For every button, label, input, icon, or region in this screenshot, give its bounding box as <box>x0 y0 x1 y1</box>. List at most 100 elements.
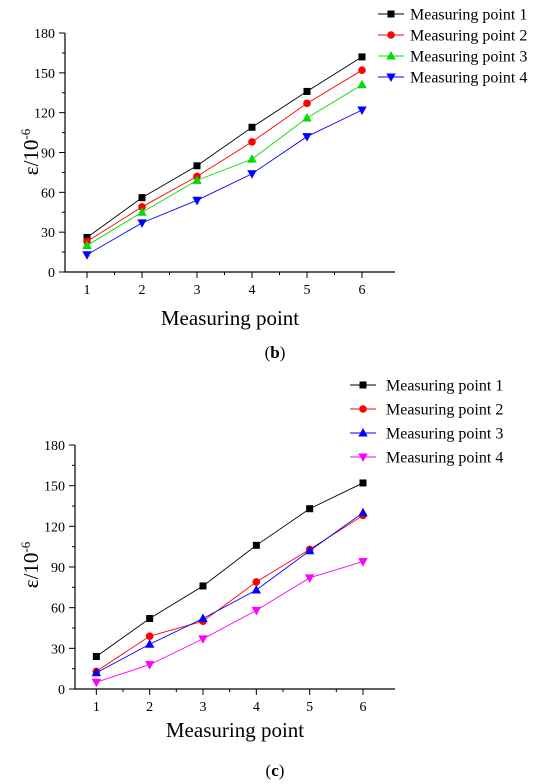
y-axis-label-main: ε/10 <box>19 553 43 589</box>
series-2-point <box>303 99 311 108</box>
series-3-point <box>192 175 202 184</box>
y-axis-label-exponent: -6 <box>18 541 33 552</box>
legend-label: Measuring point 3 <box>410 49 527 66</box>
series-4-point <box>82 251 92 260</box>
legend-label: Measuring point 1 <box>410 7 527 24</box>
legend-item-2: Measuring point 2 <box>350 402 503 419</box>
legend-label: Measuring point 1 <box>386 378 503 395</box>
panel-label: (b) <box>265 343 286 362</box>
legend-label: Measuring point 2 <box>386 402 503 419</box>
legend-marker <box>358 453 368 463</box>
y-axis-label: ε/10-6 <box>18 541 43 588</box>
series-2-point <box>248 138 256 146</box>
x-tick-label: 6 <box>359 283 366 298</box>
x-tick-label: 2 <box>139 283 146 298</box>
y-tick-label: 0 <box>48 266 55 281</box>
series-2-point <box>252 578 261 586</box>
series-3-point <box>144 639 155 648</box>
series-3-point <box>357 79 367 89</box>
x-tick-label: 5 <box>304 283 311 298</box>
series-3-point <box>82 240 92 249</box>
series-3-point <box>247 154 257 163</box>
legend-item-3: Measuring point 3 <box>378 49 527 66</box>
legend-label: Measuring point 3 <box>386 426 503 443</box>
x-tick-label: 4 <box>253 700 260 715</box>
series-1-line <box>86 56 363 238</box>
series-1-point <box>248 123 256 131</box>
legend-marker <box>387 10 395 18</box>
legend: Measuring point 1 Measuring point 2 Measur… <box>350 378 503 467</box>
series-1-point <box>92 652 100 660</box>
series-4-point <box>302 133 312 142</box>
legend-marker <box>359 405 367 413</box>
series-4-point <box>304 574 315 583</box>
series-3-point <box>251 585 262 594</box>
panel-label: (c) <box>266 761 285 780</box>
series-4-point <box>137 219 147 228</box>
legend-item-1: Measuring point 1 <box>350 378 503 395</box>
y-tick-label: 120 <box>34 107 55 122</box>
series-4-point <box>192 196 202 206</box>
series-3-line <box>86 84 363 246</box>
series-1-point <box>138 194 146 202</box>
legend-label: Measuring point 2 <box>410 28 527 45</box>
series-1-point <box>252 541 260 549</box>
y-axis-label-main: ε/10 <box>19 140 43 176</box>
legend-item-4: Measuring point 4 <box>350 450 503 467</box>
legend-marker <box>386 50 396 60</box>
legend-item-4: Measuring point 4 <box>378 70 527 87</box>
series-3-point <box>137 207 147 216</box>
series-4-point <box>247 170 257 179</box>
y-tick-label: 60 <box>41 186 55 201</box>
series-1-point <box>199 582 207 590</box>
y-axis-label: ε/10-6 <box>18 128 43 175</box>
y-tick-label: 90 <box>51 561 65 576</box>
y-tick-label: 180 <box>44 439 65 454</box>
y-tick-label: 30 <box>41 226 55 241</box>
legend-label: Measuring point 4 <box>410 70 527 87</box>
series-2-point <box>145 632 154 640</box>
legend-item-1: Measuring point 1 <box>378 7 527 24</box>
legend-marker <box>358 427 368 437</box>
series-1-line <box>96 482 364 657</box>
legend-marker <box>387 31 395 39</box>
x-tick-label: 1 <box>93 700 100 715</box>
series-4-point <box>144 661 155 670</box>
chart-panel-b: 0 30 60 90 120 150 180 1 2 3 4 5 6 Measuring point ε/1… <box>18 7 527 363</box>
legend-label: Measuring point 4 <box>386 450 503 467</box>
y-tick-label: 60 <box>51 602 65 617</box>
series-3-point <box>198 613 208 623</box>
series-4-point <box>91 678 102 688</box>
series-1-point <box>303 87 311 95</box>
x-tick-label: 4 <box>249 283 256 298</box>
series-2-line <box>96 515 364 672</box>
legend-item-3: Measuring point 3 <box>350 426 503 443</box>
series-3-point <box>358 507 368 517</box>
series-4-point <box>358 558 368 567</box>
x-tick-label: 3 <box>194 283 201 298</box>
series-4-line <box>96 561 364 683</box>
y-tick-label: 30 <box>51 642 65 657</box>
x-tick-label: 2 <box>146 700 153 715</box>
y-axis-label-exponent: -6 <box>18 128 33 139</box>
x-axis-label: Measuring point <box>161 306 299 330</box>
x-tick-label: 5 <box>306 700 313 715</box>
series-3-point <box>304 545 315 555</box>
y-tick-label: 150 <box>44 480 65 495</box>
x-tick-label: 6 <box>360 700 367 715</box>
y-tick-label: 90 <box>41 147 55 162</box>
series-4-point <box>357 106 367 116</box>
legend-marker <box>386 73 396 83</box>
series-2-line <box>86 69 363 242</box>
series-3-point <box>91 667 102 677</box>
y-tick-label: 0 <box>58 683 65 698</box>
series-2-point <box>358 66 366 74</box>
series-1-point <box>146 615 154 623</box>
chart-panel-c: 0 30 60 90 120 150 180 1 2 3 4 5 6 Measuring point ε/1… <box>18 378 503 781</box>
legend-marker <box>359 381 367 389</box>
y-tick-label: 120 <box>44 520 65 535</box>
y-tick-label: 150 <box>34 67 55 82</box>
series-4-line <box>86 109 363 256</box>
series-1-point <box>306 505 314 513</box>
